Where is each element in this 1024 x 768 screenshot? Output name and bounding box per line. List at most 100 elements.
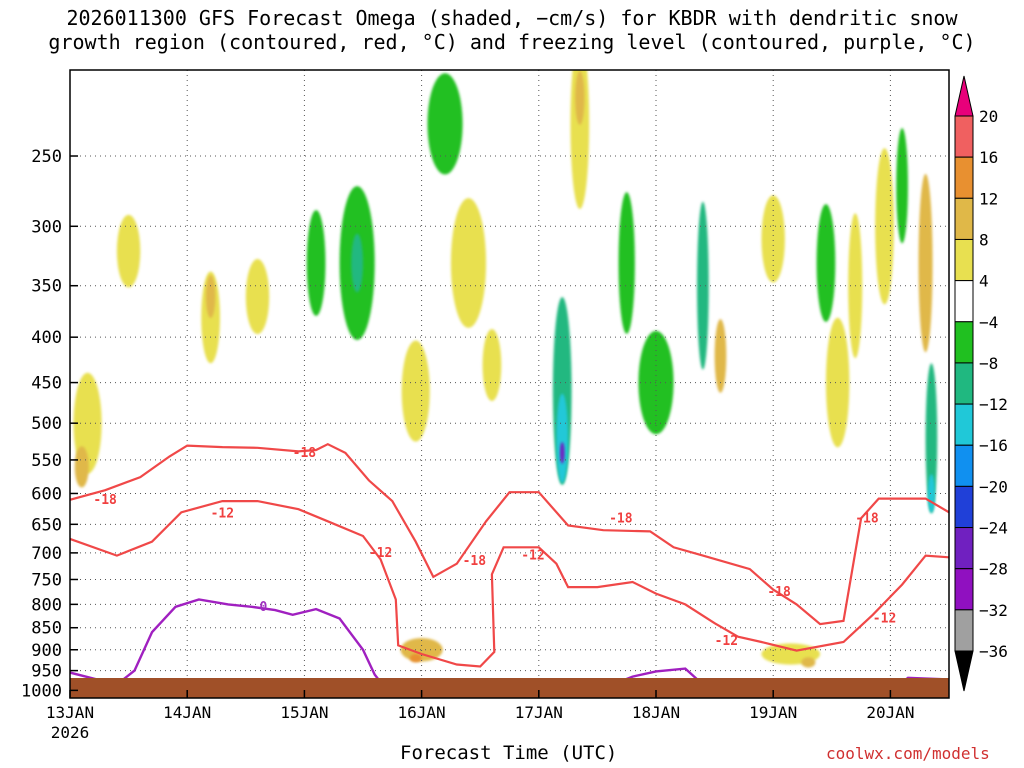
omega-blob xyxy=(482,329,502,402)
omega-blob xyxy=(306,210,326,316)
freezing-level-contour xyxy=(70,598,388,691)
omega-blob xyxy=(427,73,463,175)
colorbar-label: −16 xyxy=(979,436,1008,455)
x-tick-label: 15JAN xyxy=(280,703,328,722)
y-tick-label: 1000 xyxy=(21,681,62,701)
minus12-contour xyxy=(70,500,949,668)
y-tick-label: 800 xyxy=(31,595,62,615)
colorbar-label: −36 xyxy=(979,642,1008,661)
omega-blob xyxy=(409,654,422,663)
x-tick-label: 18JAN xyxy=(632,703,680,722)
contour-label: -12 xyxy=(211,506,234,521)
omega-blob xyxy=(816,204,836,322)
y-tick-label: 700 xyxy=(31,544,62,564)
y-tick-label: 900 xyxy=(31,641,62,661)
colorbar-label: 8 xyxy=(979,230,989,249)
colorbar-top-triangle xyxy=(954,75,974,117)
omega-blob xyxy=(638,330,674,435)
title-line-1: 2026011300 GFS Forecast Omega (shaded, −… xyxy=(66,6,958,30)
site-credit: coolwx.com/models xyxy=(826,744,990,763)
y-tick-label: 250 xyxy=(31,147,62,167)
omega-blob xyxy=(925,363,938,514)
x-axis-label: Forecast Time (UTC) xyxy=(400,742,618,764)
colorbar-swatch xyxy=(954,527,974,570)
omega-blob xyxy=(761,195,785,283)
contour-label: -18 xyxy=(767,585,791,600)
x-tick-label: 14JAN xyxy=(163,703,211,722)
temperature-contours: -18-18-12-12-18-12-18-12-18-18-1200 xyxy=(70,442,949,694)
omega-blob xyxy=(450,198,487,328)
y-tick-label: 950 xyxy=(31,662,62,682)
colorbar-label: −12 xyxy=(979,395,1008,414)
colorbar-bottom-triangle xyxy=(954,650,974,692)
omega-blob xyxy=(801,657,816,668)
y-tick-label: 300 xyxy=(31,217,62,237)
colorbar: 20 16 12 8 4 −4 −8 −12 −16 −20 −24 −28 −32 −36 xyxy=(954,75,1008,692)
omega-blob xyxy=(205,275,216,319)
omega-blob xyxy=(875,148,894,305)
omega-blob xyxy=(896,128,908,244)
x-tick-label: 19JAN xyxy=(749,703,797,722)
colorbar-swatch xyxy=(954,609,974,652)
colorbar-swatch xyxy=(954,280,974,323)
ground-surface xyxy=(70,678,949,698)
omega-blob xyxy=(918,173,933,353)
colorbar-swatch xyxy=(954,156,974,199)
y-tick-label: 650 xyxy=(31,515,62,535)
omega-blob xyxy=(400,637,443,662)
colorbar-label: −24 xyxy=(979,519,1008,538)
contour-label: -18 xyxy=(93,493,117,508)
omega-shading xyxy=(73,70,938,668)
colorbar-swatch xyxy=(954,197,974,240)
omega-blob xyxy=(74,446,89,488)
colorbar-swatch xyxy=(954,568,974,611)
colorbar-label: 16 xyxy=(979,148,998,167)
colorbar-swatch xyxy=(954,115,974,158)
omega-blob xyxy=(618,192,635,334)
x-tick-label: 17JAN xyxy=(515,703,563,722)
omega-blob xyxy=(116,214,141,288)
y-tick-label: 400 xyxy=(31,328,62,348)
colorbar-swatch xyxy=(954,444,974,487)
contour-label: -12 xyxy=(873,612,896,627)
y-tick-label: 350 xyxy=(31,277,62,297)
colorbar-label: 20 xyxy=(979,107,998,126)
contour-label: -12 xyxy=(521,549,544,564)
contour-label: -18 xyxy=(855,511,879,526)
x-tick-label: 20JAN xyxy=(866,703,914,722)
colorbar-swatch xyxy=(954,238,974,282)
plot-area xyxy=(70,70,949,698)
chart-title: 2026011300 GFS Forecast Omega (shaded, −… xyxy=(0,6,1024,54)
colorbar-swatch xyxy=(954,362,974,405)
y-axis-ticks: 2503003504004505005506006507007508008509… xyxy=(21,147,78,701)
omega-blob xyxy=(575,70,585,125)
contour-label: -12 xyxy=(369,546,392,561)
y-tick-label: 450 xyxy=(31,374,62,394)
y-tick-label: 500 xyxy=(31,414,62,434)
contour-label: -18 xyxy=(609,511,633,526)
omega-blob xyxy=(570,70,590,209)
omega-blob xyxy=(401,340,430,442)
omega-blob xyxy=(559,442,565,464)
y-tick-label: 850 xyxy=(31,619,62,639)
omega-blob xyxy=(714,319,727,393)
omega-blob xyxy=(927,474,935,513)
omega-blob xyxy=(556,393,569,483)
title-line-2: growth region (contoured, red, °C) and f… xyxy=(48,30,976,54)
x-tick-label: 13JAN xyxy=(46,703,94,722)
y-tick-label: 750 xyxy=(31,570,62,590)
contour-label: -18 xyxy=(293,446,317,461)
contour-label: -12 xyxy=(715,634,738,649)
colorbar-label: −28 xyxy=(979,560,1008,579)
colorbar-swatch xyxy=(954,321,974,364)
y-tick-label: 550 xyxy=(31,451,62,471)
omega-blob xyxy=(825,317,850,448)
colorbar-label: 4 xyxy=(979,272,989,291)
colorbar-label: −8 xyxy=(979,354,998,373)
colorbar-swatch xyxy=(954,403,974,446)
colorbar-label: −32 xyxy=(979,601,1008,620)
contour-label: 0 xyxy=(259,600,267,615)
colorbar-swatch xyxy=(954,485,974,529)
